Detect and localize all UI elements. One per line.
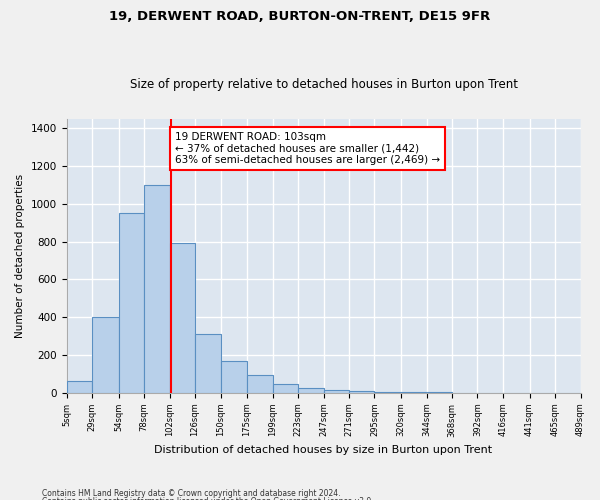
Bar — [374, 392, 401, 393]
Bar — [401, 392, 427, 393]
Bar — [298, 388, 323, 393]
Bar — [221, 361, 247, 393]
Bar — [92, 318, 119, 393]
Bar — [349, 392, 374, 393]
Bar — [170, 244, 195, 393]
X-axis label: Distribution of detached houses by size in Burton upon Trent: Distribution of detached houses by size … — [154, 445, 493, 455]
Text: 19, DERWENT ROAD, BURTON-ON-TRENT, DE15 9FR: 19, DERWENT ROAD, BURTON-ON-TRENT, DE15 … — [109, 10, 491, 23]
Bar — [195, 334, 221, 393]
Bar — [67, 380, 92, 393]
Bar — [119, 213, 144, 393]
Text: 19 DERWENT ROAD: 103sqm
← 37% of detached houses are smaller (1,442)
63% of semi: 19 DERWENT ROAD: 103sqm ← 37% of detache… — [175, 132, 440, 165]
Text: Contains HM Land Registry data © Crown copyright and database right 2024.: Contains HM Land Registry data © Crown c… — [42, 488, 341, 498]
Title: Size of property relative to detached houses in Burton upon Trent: Size of property relative to detached ho… — [130, 78, 518, 91]
Bar — [247, 375, 272, 393]
Bar — [272, 384, 298, 393]
Bar — [427, 392, 452, 393]
Text: Contains public sector information licensed under the Open Government Licence v3: Contains public sector information licen… — [42, 498, 374, 500]
Y-axis label: Number of detached properties: Number of detached properties — [15, 174, 25, 338]
Bar — [323, 390, 349, 393]
Bar — [144, 185, 170, 393]
